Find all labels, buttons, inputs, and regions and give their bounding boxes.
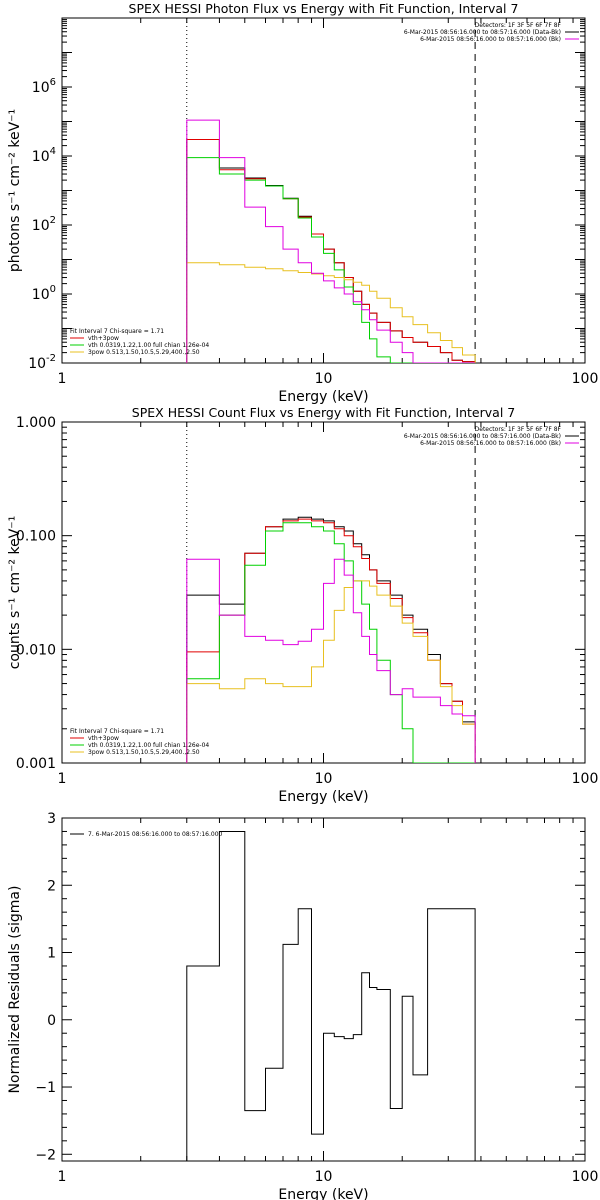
x-axis-label: Energy (keV) [278, 389, 368, 405]
legend-entry: 6-Mar-2015 08:56:16.000 to 08:57:16.000 … [404, 29, 561, 36]
y-tick-label: 0.001 [16, 756, 56, 772]
y-tick-base: 10 [32, 218, 50, 234]
chart-title: SPEX HESSI Count Flux vs Energy with Fit… [132, 405, 515, 420]
series-line-4 [186, 558, 476, 763]
x-tick-label: 10 [315, 371, 333, 387]
y-tick-label: 104 [32, 146, 56, 165]
series-line-1 [186, 518, 476, 763]
x-tick-label: 100 [572, 1169, 599, 1185]
y-tick-base: 10 [28, 356, 46, 372]
y-tick-label: 0.100 [16, 529, 56, 545]
series-line-3 [186, 580, 476, 763]
legend-entry: Fit Interval 7 Chi-square = 1.71 [70, 728, 164, 735]
y-axis-label: Normalized Residuals (sigma) [7, 886, 23, 1094]
series-group [186, 831, 476, 1161]
y-tick-label: 100 [32, 284, 56, 303]
legend-entry: 6-Mar-2015 08:56:16.000 to 08:57:16.000 … [420, 440, 561, 447]
series-line-0 [186, 831, 476, 1161]
legend-entry: Fit Interval 7 Chi-square = 1.71 [70, 328, 164, 335]
legend-entry: vth+3pow [88, 735, 119, 742]
series-line-3 [186, 262, 476, 363]
x-axis-label: Energy (keV) [278, 1187, 368, 1200]
legend-entry: 3pow 0.513,1.50,10.5,5.29,400.,2.50 [88, 749, 200, 756]
y-tick-label: 3 [47, 811, 56, 827]
x-tick-label: 10 [315, 1169, 333, 1185]
x-tick-label: 10 [315, 771, 333, 787]
legend-entry: 6-Mar-2015 08:56:16.000 to 08:57:16.000 … [420, 36, 561, 43]
x-tick-label: 1 [58, 371, 67, 387]
x-axis-label: Energy (keV) [278, 789, 368, 805]
residuals-panel: 1 10 100 −2 −1 0 1 2 3 Energy (keV) Normalized Res… [7, 811, 598, 1200]
y-tick-exponent: 4 [50, 146, 56, 157]
y-tick-exponent: 6 [50, 77, 56, 88]
y-axis-label: counts s⁻¹ cm⁻² keV⁻¹ [7, 516, 23, 670]
legend-entry: Detectors: 1F 3F 5F 6F 7F 8F [475, 426, 562, 433]
x-tick-label: 1 [58, 1169, 67, 1185]
y-tick-label: 106 [32, 77, 56, 96]
series-group [186, 119, 476, 363]
y-tick-label: −1 [35, 1080, 56, 1096]
series-group [186, 516, 476, 763]
y-tick-label: −2 [35, 1147, 56, 1163]
photon-flux-panel: SPEX HESSI Photon Flux vs Energy with Fi… [7, 1, 598, 405]
legend-entry: vth 0.0319,1.22,1.00 full chian 1.26e-04 [88, 342, 209, 349]
y-tick-label: 1.000 [16, 415, 56, 431]
series-line-1 [186, 139, 476, 363]
y-tick-base: 10 [32, 287, 50, 303]
y-tick-label: 1 [47, 946, 56, 962]
series-line-4 [186, 119, 476, 363]
legend-entry: vth+3pow [88, 335, 119, 342]
count-flux-panel: SPEX HESSI Count Flux vs Energy with Fit… [7, 405, 598, 805]
legend-entry: 7. 6-Mar-2015 08:56:16.000 to 08:57:16.0… [88, 831, 223, 838]
plot-frame [61, 17, 586, 364]
legend-entry: Detectors: 1F 3F 5F 6F 7F 8F [475, 22, 562, 29]
x-tick-label: 1 [58, 771, 67, 787]
y-axis-label: photons s⁻¹ cm⁻² keV⁻¹ [7, 109, 23, 272]
series-line-2 [186, 522, 476, 763]
series-line-0 [186, 139, 476, 363]
x-tick-label: 100 [572, 371, 599, 387]
y-tick-label: 102 [32, 215, 56, 234]
y-tick-exponent: 2 [50, 215, 56, 226]
y-tick-exponent: -2 [46, 353, 56, 364]
y-tick-label: 2 [47, 878, 56, 894]
y-tick-label: 0.010 [16, 642, 56, 658]
legend-entry: 6-Mar-2015 08:56:16.000 to 08:57:16.000 … [404, 433, 561, 440]
y-tick-base: 10 [32, 80, 50, 96]
y-tick-base: 10 [32, 149, 50, 165]
y-tick-exponent: 0 [50, 284, 56, 295]
legend-entry: vth 0.0319,1.22,1.00 full chian 1.26e-04 [88, 742, 209, 749]
y-tick-label: 0 [47, 1013, 56, 1029]
x-tick-label: 100 [572, 771, 599, 787]
chart-title: SPEX HESSI Photon Flux vs Energy with Fi… [129, 1, 519, 16]
series-line-2 [186, 157, 476, 363]
y-tick-label: 10-2 [28, 353, 56, 372]
legend-entry: 3pow 0.513,1.50,10.5,5.29,400.,2.50 [88, 349, 200, 356]
